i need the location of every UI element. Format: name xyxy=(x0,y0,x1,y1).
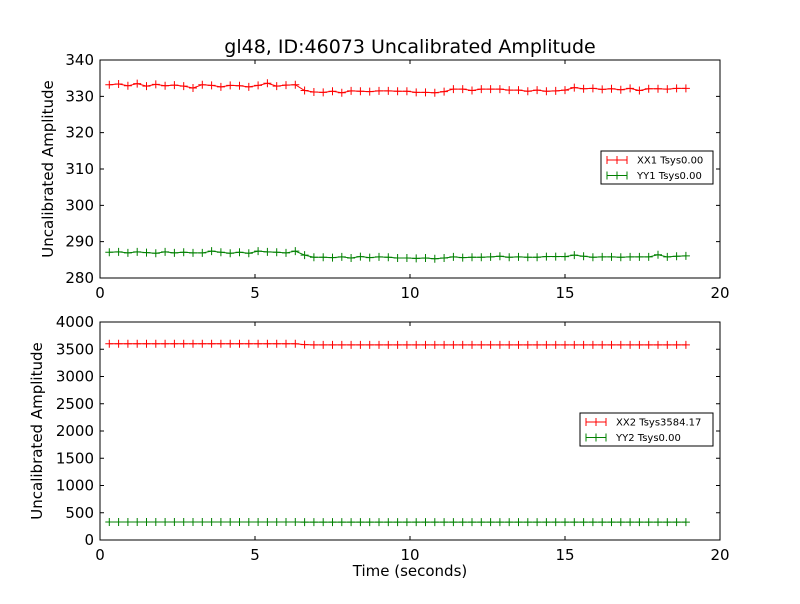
series-2-1 xyxy=(105,340,690,349)
y-tick-label: 4000 xyxy=(56,313,94,331)
x-tick-label: 15 xyxy=(555,284,574,302)
legend-label: XX2 Tsys3584.17 xyxy=(616,418,701,429)
y-tick-label: 3000 xyxy=(56,368,94,386)
x-tick-label: 20 xyxy=(710,284,729,302)
y-tick-label: 2000 xyxy=(56,422,94,440)
y-axis-label: Uncalibrated Amplitude xyxy=(39,80,57,257)
legend: XX1 Tsys0.00 YY1 Tsys0.00 xyxy=(601,151,713,184)
legend-label: YY2 Tsys0.00 xyxy=(615,433,681,444)
chart-title: gl48, ID:46073 Uncalibrated Amplitude xyxy=(224,36,595,58)
y-tick-label: 320 xyxy=(65,124,94,142)
y-tick-label: 280 xyxy=(65,269,94,287)
y-tick-label: 3500 xyxy=(56,340,94,358)
x-tick-label: 10 xyxy=(400,284,419,302)
x-tick-label: 5 xyxy=(250,284,260,302)
y-tick-label: 1000 xyxy=(56,477,94,495)
legend-label: YY1 Tsys0.00 xyxy=(636,171,702,182)
x-tick-label: 5 xyxy=(250,546,260,564)
y-axis-label: Uncalibrated Amplitude xyxy=(28,342,46,519)
y-tick-label: 340 xyxy=(65,51,94,69)
x-tick-label: 15 xyxy=(555,546,574,564)
y-tick-label: 0 xyxy=(84,531,94,549)
y-tick-label: 300 xyxy=(65,196,94,214)
y-tick-label: 310 xyxy=(65,160,94,178)
legend: XX2 Tsys3584.17 YY2 Tsys0.00 xyxy=(580,413,713,446)
legend-label: XX1 Tsys0.00 xyxy=(637,156,703,167)
series-2-2 xyxy=(105,518,690,526)
y-tick-label: 500 xyxy=(65,504,94,522)
x-tick-label: 0 xyxy=(95,546,105,564)
y-tick-label: 2500 xyxy=(56,395,94,413)
y-tick-label: 1500 xyxy=(56,449,94,467)
y-tick-label: 330 xyxy=(65,87,94,105)
x-tick-label: 20 xyxy=(710,546,729,564)
y-tick-label: 290 xyxy=(65,233,94,251)
x-tick-label: 0 xyxy=(95,284,105,302)
x-axis-label: Time (seconds) xyxy=(352,562,468,580)
